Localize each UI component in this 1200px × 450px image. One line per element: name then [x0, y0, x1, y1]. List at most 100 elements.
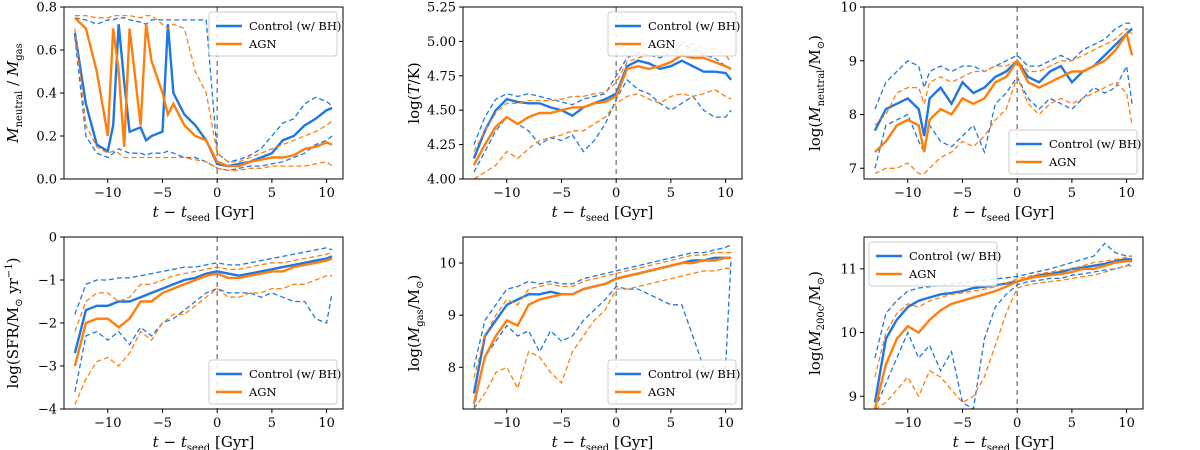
series-agn-median [472, 53, 732, 166]
x-tick-label: 5 [1068, 186, 1076, 201]
x-tick-label: 10 [1118, 416, 1135, 431]
plot-area [73, 247, 333, 405]
panel-top-center: −10 −5 0 5 10 4.00 4.25 4.50 4.75 5.00 5.25 t − tse… [405, 1, 743, 224]
y-tick-label: 5.25 [427, 1, 456, 16]
x-axis-label: t − tseed [Gyr] [953, 203, 1055, 224]
axes-frame [863, 6, 1144, 180]
x-tick-label: −5 [153, 416, 172, 431]
legend-label-agn: AGN [248, 385, 277, 399]
x-tick-label: −5 [953, 186, 972, 201]
x-tick-label: 5 [1068, 416, 1076, 431]
legend: Control (w/ BH) AGN [607, 359, 740, 405]
y-tick-label: 0.2 [36, 130, 57, 145]
x-tick-label: 0 [612, 416, 620, 431]
y-tick-label: 4.25 [427, 138, 456, 153]
x-tick-label: −10 [493, 186, 520, 201]
x-tick-label: 10 [318, 416, 335, 431]
legend-label-agn: AGN [1048, 155, 1077, 169]
y-tick-label: 0.4 [36, 87, 57, 102]
legend-label-agn: AGN [908, 267, 937, 281]
x-tick-label: −10 [894, 186, 921, 201]
series-agn-median [873, 260, 1133, 409]
x-tick-label: 0 [213, 416, 221, 431]
legend-label-agn: AGN [248, 37, 277, 51]
x-tick-label: 10 [717, 186, 734, 201]
series-agn-lower [473, 88, 732, 179]
series-control-upper [74, 247, 333, 315]
x-tick-label: −10 [894, 416, 921, 431]
legend-label-control: Control (w/ BH) [249, 367, 341, 381]
y-axis-label: log(Mgas/M⊙) [405, 275, 426, 372]
legend-label-control: Control (w/ BH) [648, 19, 740, 33]
axes-frame [863, 236, 1144, 410]
series-control-upper [473, 43, 732, 145]
plot-area [73, 14, 333, 172]
series-agn-lower [874, 75, 1133, 175]
legend: Control (w/ BH) AGN [208, 359, 341, 405]
y-tick-label: 9 [448, 309, 456, 324]
series-agn-upper [74, 14, 333, 163]
panel-top-right: −10 −5 0 5 10 7 8 9 10 t − tseed [Gyr] log(Mneutra… [806, 1, 1144, 224]
x-tick-label: 10 [318, 186, 335, 201]
y-tick-label: 0.0 [36, 173, 57, 188]
x-axis-label: t − tseed [Gyr] [153, 433, 255, 450]
legend: Control (w/ BH) AGN [607, 11, 740, 57]
series-control-lower [473, 257, 732, 409]
series-control-upper [874, 22, 1133, 110]
x-tick-label: 5 [667, 416, 675, 431]
y-tick-label: 10 [439, 257, 456, 272]
legend-label-agn: AGN [647, 37, 676, 51]
legend: Control (w/ BH) AGN [868, 241, 1001, 287]
x-axis-label: t − tseed [Gyr] [953, 433, 1055, 450]
x-axis-label: t − tseed [Gyr] [552, 203, 654, 224]
legend-label-control: Control (w/ BH) [648, 367, 740, 381]
y-tick-label: 8 [849, 108, 857, 123]
series-agn-median [73, 257, 333, 367]
y-axis-label: log(T/K) [405, 62, 423, 123]
y-tick-label: 4.50 [427, 104, 456, 119]
y-axis-label: log(SFR/M⊙ yr−1) [4, 257, 25, 388]
x-axis-label: t − tseed [Gyr] [552, 433, 654, 450]
panel-bottom-left: −10 −5 0 5 10−4−3−2−10t − tseed [Gyr]log(SFR… [4, 231, 344, 450]
x-tick-label: 5 [268, 416, 276, 431]
panel-top-left: −10 −5 0 5 10 0.0 0.2 0.4 0.6 0.8 t − tseed [Gyr] M… [4, 1, 344, 224]
legend: Control (w/ BH) AGN [1008, 129, 1141, 175]
y-tick-label: −1 [38, 274, 57, 289]
y-tick-label: 4.75 [427, 69, 456, 84]
x-tick-label: −5 [552, 186, 571, 201]
series-agn-median [472, 256, 732, 405]
series-agn-lower [74, 275, 333, 405]
plot-area [472, 40, 733, 179]
legend-label-control: Control (w/ BH) [909, 249, 1001, 263]
panel-bottom-center: −10 −5 0 5 10 8 9 10 t − tseed [Gyr] log(Mgas/M⊙)… [405, 236, 743, 450]
plot-area [873, 242, 1133, 409]
y-tick-label: 10 [840, 1, 857, 16]
y-tick-label: 7 [849, 162, 857, 177]
series-agn-lower [874, 265, 1133, 409]
series-agn-lower [473, 267, 732, 409]
series-control-upper [473, 244, 732, 368]
x-tick-label: 0 [1013, 186, 1021, 201]
x-tick-label: −10 [94, 416, 121, 431]
y-tick-label: −4 [38, 403, 57, 418]
x-tick-label: −5 [552, 416, 571, 431]
series-agn-median [74, 16, 333, 168]
x-tick-label: −10 [493, 416, 520, 431]
series-control-lower [874, 261, 1133, 409]
legend-label-control: Control (w/ BH) [249, 19, 341, 33]
y-tick-label: 8 [448, 361, 456, 376]
y-tick-label: 5.00 [427, 35, 456, 50]
y-axis-label: log(M200c/M⊙) [806, 271, 827, 375]
y-tick-label: −3 [38, 360, 57, 375]
panel-bottom-right: −10 −5 0 5 10 9 10 11 t − tseed [Gyr] log(M200c/M… [806, 236, 1144, 450]
x-tick-label: −5 [153, 186, 172, 201]
series-control-upper [874, 242, 1133, 359]
series-agn-median [874, 31, 1134, 153]
x-tick-label: 0 [612, 186, 620, 201]
y-tick-label: 9 [849, 54, 857, 69]
series-control-upper [74, 17, 333, 163]
axes-frame [462, 236, 743, 410]
x-tick-label: 5 [667, 186, 675, 201]
x-tick-label: 10 [1118, 186, 1135, 201]
